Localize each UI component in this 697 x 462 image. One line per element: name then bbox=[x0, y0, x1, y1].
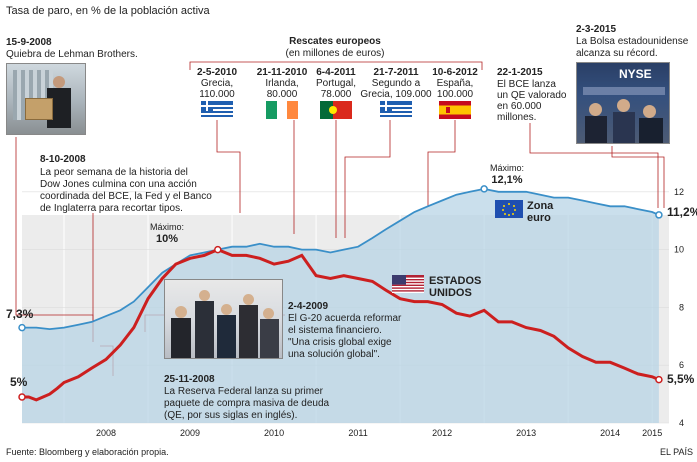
bolsa-line-1: La Bolsa estadounidense bbox=[576, 36, 689, 47]
y-tick-label: 10 bbox=[674, 245, 684, 255]
rescates-title: Rescates europeos bbox=[289, 36, 381, 47]
spain-flag-icon bbox=[439, 101, 471, 119]
rescue-date: 6-4-2011 bbox=[316, 67, 356, 78]
y-tick-labels: 4 6 8 10 12 bbox=[674, 187, 684, 428]
us-end-marker bbox=[656, 377, 662, 383]
x-tick-label: 2009 bbox=[180, 428, 200, 438]
rescue-line: Grecia, 109.000 bbox=[360, 89, 432, 100]
source-note: Fuente: Bloomberg y elaboración propia. bbox=[6, 447, 169, 457]
fed-date: 25-11-2008 bbox=[164, 374, 215, 385]
us-max-marker bbox=[215, 247, 221, 253]
rescue-line: 78.000 bbox=[321, 89, 352, 100]
euro-max-caption: Máximo: bbox=[490, 163, 524, 173]
rescue-date: 21-11-2010 bbox=[257, 67, 308, 78]
rescue-line: 110.000 bbox=[199, 89, 235, 100]
chart-title: Tasa de paro, en % de la población activ… bbox=[6, 5, 211, 17]
rescue-line: 80.000 bbox=[267, 89, 298, 100]
us-start-label: 5% bbox=[10, 375, 28, 389]
euro-end-label: 11,2% bbox=[667, 205, 697, 219]
dow-date: 8-10-2008 bbox=[40, 154, 86, 165]
bolsa-date: 2-3-2015 bbox=[576, 24, 616, 35]
bolsa-line-2: alcanza su récord. bbox=[576, 48, 658, 59]
dow-line-3: coordinada del BCE, la Fed y el Banco bbox=[40, 191, 212, 202]
euro-legend-label: euro bbox=[527, 212, 551, 224]
bce-date: 22-1-2015 bbox=[497, 67, 543, 78]
x-tick-label: 2015 bbox=[642, 428, 662, 438]
ireland-flag-icon bbox=[266, 101, 298, 119]
g20-line-1: El G-20 acuerda reformar bbox=[288, 313, 402, 324]
us-end-label: 5,5% bbox=[667, 372, 695, 386]
euro-max-value: 12,1% bbox=[491, 174, 522, 186]
nyse-photo: NYSE bbox=[576, 62, 670, 144]
euro-start-label: 7,3% bbox=[6, 307, 34, 321]
greece-flag-icon bbox=[201, 101, 233, 119]
g20-line-4: una solución global". bbox=[288, 349, 380, 360]
euro-max-marker bbox=[481, 186, 487, 192]
us-max-caption: Máximo: bbox=[150, 222, 184, 232]
g20-line-3: "Una crisis global exige bbox=[288, 337, 392, 348]
g20-photo bbox=[164, 279, 283, 359]
eu-flag-icon bbox=[495, 200, 523, 218]
fed-line-3: (QE, por sus siglas en inglés). bbox=[164, 410, 297, 421]
us-legend-label: UNIDOS bbox=[429, 287, 472, 299]
rescue-line: Irlanda, bbox=[265, 78, 298, 89]
x-tick-label: 2008 bbox=[96, 428, 116, 438]
x-tick-label: 2014 bbox=[600, 428, 620, 438]
lehman-text: Quiebra de Lehman Brothers. bbox=[6, 49, 138, 60]
greece-flag-icon bbox=[380, 101, 412, 119]
rescue-line: Segundo a bbox=[372, 78, 421, 89]
euro-start-marker bbox=[19, 325, 25, 331]
bce-line-4: millones. bbox=[497, 112, 536, 123]
x-tick-label: 2013 bbox=[516, 428, 536, 438]
x-tick-label: 2010 bbox=[264, 428, 284, 438]
lehman-photo bbox=[6, 63, 86, 135]
g20-date: 2-4-2009 bbox=[288, 301, 328, 312]
us-legend-label: ESTADOS bbox=[429, 275, 481, 287]
rescue-line: Portugal, bbox=[316, 78, 356, 89]
us-start-marker bbox=[19, 394, 25, 400]
rescates-subtitle: (en millones de euros) bbox=[286, 48, 385, 59]
rescue-date: 10-6-2012 bbox=[432, 67, 478, 78]
dow-line-1: La peor semana de la historia del bbox=[40, 167, 188, 178]
lehman-date: 15-9-2008 bbox=[6, 37, 52, 48]
x-tick-label: 2012 bbox=[432, 428, 452, 438]
bce-line-3: en 60.000 bbox=[497, 101, 542, 112]
rescue-line: 100.000 bbox=[437, 89, 474, 100]
euro-legend-label: Zona bbox=[527, 200, 554, 212]
g20-line-2: el sistema financiero. bbox=[288, 325, 382, 336]
euro-end-marker bbox=[656, 212, 662, 218]
us-flag-icon bbox=[392, 275, 424, 293]
y-tick-label: 12 bbox=[674, 187, 684, 197]
fed-line-1: La Reserva Federal lanza su primer bbox=[164, 386, 324, 397]
rescue-date: 2-5-2010 bbox=[197, 67, 237, 78]
y-tick-label: 6 bbox=[679, 360, 684, 370]
fed-line-2: paquete de compra masiva de deuda bbox=[164, 398, 330, 409]
nyse-sign: NYSE bbox=[619, 67, 652, 81]
rescue-date: 21-7-2011 bbox=[373, 67, 418, 78]
dow-line-2: Dow Jones culmina con una acción bbox=[40, 179, 197, 190]
bce-line-1: El BCE lanza bbox=[497, 79, 556, 90]
bce-line-2: un QE valorado bbox=[497, 90, 567, 101]
x-tick-label: 2011 bbox=[348, 428, 367, 438]
dow-line-4: de Inglaterra para recortar tipos. bbox=[40, 203, 183, 214]
y-tick-label: 4 bbox=[679, 418, 684, 428]
x-tick-labels: 2008 2009 2010 2011 2012 2013 2014 2015 bbox=[96, 428, 662, 438]
brand-logo: EL PAÍS bbox=[660, 447, 693, 457]
portugal-flag-icon bbox=[320, 101, 352, 119]
rescue-line: Grecia, bbox=[201, 78, 233, 89]
rescue-line: España, bbox=[437, 78, 474, 89]
y-tick-label: 8 bbox=[679, 302, 684, 312]
us-max-value: 10% bbox=[156, 233, 178, 245]
